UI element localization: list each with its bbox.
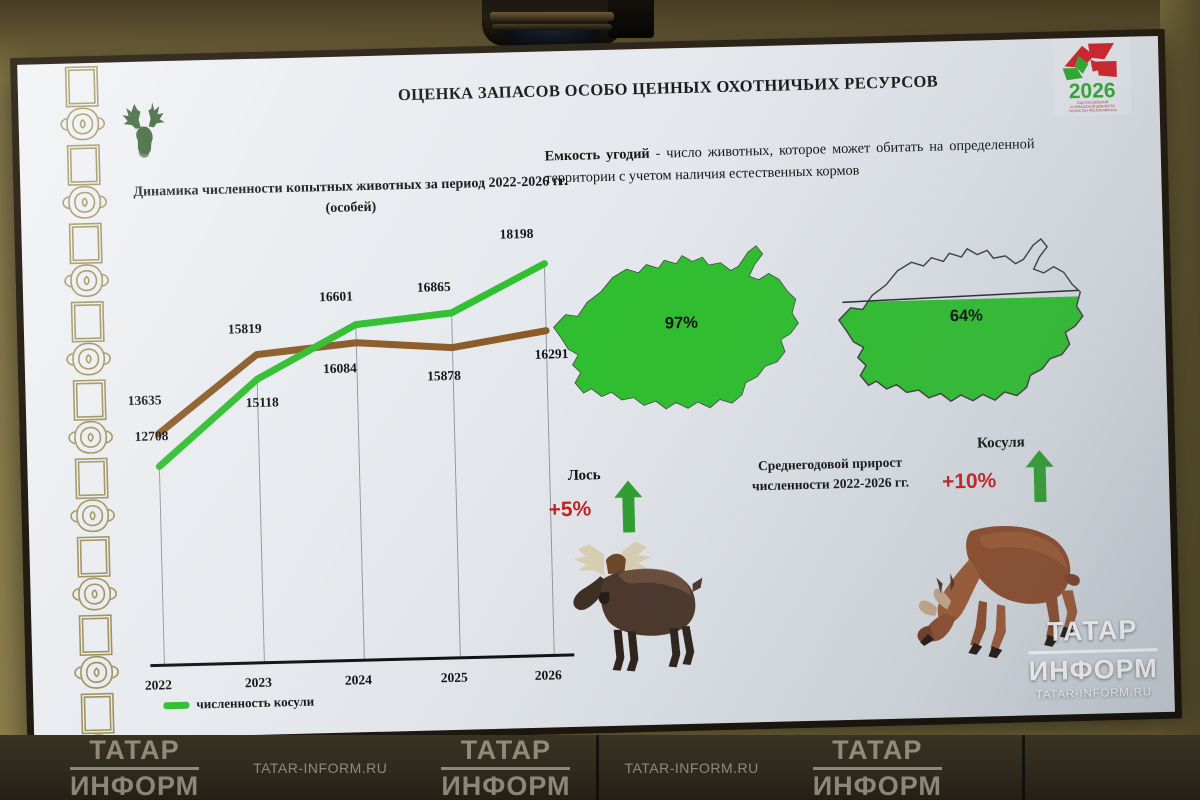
- backdrop-logo-line1: ТАТАР: [89, 735, 180, 765]
- up-arrow-icon-roe: [1025, 450, 1054, 503]
- backdrop-logo-line2: ИНФОРМ: [70, 770, 200, 800]
- svg-text:И ЧУВАШСКОЙ ДОБЛЕСТИ: И ЧУВАШСКОЙ ДОБЛЕСТИ: [1070, 104, 1115, 109]
- svg-text:ТАТАРСТАН РЕСПУБЛИКАСЫ: ТАТАРСТАН РЕСПУБЛИКАСЫ: [1068, 108, 1116, 113]
- growth-label-roe: Косуля: [976, 434, 1026, 452]
- map-moose-capacity: 97%: [542, 235, 822, 432]
- backdrop-url: TATAR-INFORM.RU: [624, 760, 759, 776]
- chart-data-label: 15118: [245, 394, 280, 411]
- tatar-ornament-border: [60, 65, 122, 740]
- growth-label-moose: Лось: [567, 467, 601, 485]
- stag-head-logo-icon: [122, 102, 165, 158]
- chart-x-tick: 2022: [144, 677, 173, 693]
- legend-swatch-roe: [163, 701, 190, 709]
- backdrop-url: TATAR-INFORM.RU: [253, 760, 388, 776]
- backdrop-logo: ТАТАР ИНФОРМ: [70, 735, 200, 800]
- up-arrow-icon-moose: [614, 480, 643, 533]
- chart-data-label: 18198: [499, 225, 534, 242]
- display-screen-bezel: ОЦЕНКА ЗАПАСОВ ОСОБО ЦЕННЫХ ОХОТНИЧЬИХ Р…: [10, 28, 1183, 748]
- logo-2026: 2026 ГОД РОССИЙСКОЙ И ЧУВАШСКОЙ ДОБЛЕСТИ…: [1051, 36, 1132, 117]
- legend-label-roe: численность косули: [196, 693, 315, 712]
- tatar-inform-watermark: ТАТАР ИНФОРМ TATAR-INFORM.RU: [1027, 615, 1158, 701]
- chart-data-label: 16084: [322, 360, 357, 377]
- chart-data-label: 12708: [134, 428, 169, 445]
- backdrop-logo: ТАТАР ИНФОРМ: [812, 735, 942, 800]
- backdrop-logo-line2: ИНФОРМ: [812, 770, 942, 800]
- ungulates-population-chart: Динамика численности копытных животных з…: [128, 171, 584, 741]
- chart-data-label: 13635: [127, 391, 162, 408]
- growth-value-moose: +5%: [548, 497, 592, 522]
- chart-x-tick: 2024: [344, 672, 373, 688]
- roe-deer-photo: [917, 525, 1080, 659]
- chart-data-label: 16865: [416, 278, 451, 295]
- slide-title: ОЦЕНКА ЗАПАСОВ ОСОБО ЦЕННЫХ ОХОТНИЧЬИХ Р…: [397, 71, 939, 105]
- chart-legend: численность косули численность лося: [163, 694, 316, 741]
- watermark-url: TATAR-INFORM.RU: [1035, 686, 1153, 702]
- chart-data-label: 16601: [318, 288, 354, 305]
- chart-title: Динамика численности копытных животных з…: [133, 173, 568, 217]
- backdrop-logo-line2: ИНФОРМ: [441, 770, 571, 800]
- svg-text:2026: 2026: [1069, 79, 1116, 103]
- backdrop-logo: ТАТАР ИНФОРМ: [441, 735, 571, 800]
- chart-data-label: 15878: [426, 367, 462, 384]
- chart-data-label: 15819: [227, 320, 262, 337]
- capacity-definition: Емкость угодий - число животных, которое…: [544, 134, 1035, 190]
- annual-growth-section: Среднегодовой прирост численности 2022-2…: [547, 432, 1118, 696]
- ceiling-camera: [482, 0, 654, 48]
- watermark-line1: ТАТАР: [1046, 614, 1138, 648]
- svg-text:ГОД РОССИЙСКОЙ: ГОД РОССИЙСКОЙ: [1077, 100, 1109, 105]
- backdrop-logo-line1: ТАТАР: [460, 735, 552, 765]
- legend-item-roe: численность косули: [163, 694, 314, 714]
- chart-x-tick: 2025: [440, 669, 469, 686]
- presentation-slide: ОЦЕНКА ЗАПАСОВ ОСОБО ЦЕННЫХ ОХОТНИЧЬИХ Р…: [17, 35, 1175, 741]
- press-backdrop: ТАТАР ИНФОРМ TATAR-INFORM.RU ТАТАР ИНФОР…: [0, 735, 1200, 800]
- chart-plot-area: 12708 15118 16601 16865 18198 13635 15819 16084…: [128, 226, 584, 712]
- map-roe-capacity: 64%: [827, 227, 1107, 424]
- capacity-maps: 97% 64%: [542, 227, 1107, 431]
- definition-term: Емкость угодий: [544, 145, 650, 165]
- moose-photo: [573, 541, 703, 672]
- wall-lower: [0, 735, 1200, 800]
- growth-caption: Среднегодовой прирост численности 2022-2…: [751, 454, 910, 494]
- growth-value-roe: +10%: [941, 469, 997, 494]
- backdrop-logo-line1: ТАТАР: [832, 735, 923, 765]
- watermark-line2: ИНФОРМ: [1028, 652, 1159, 687]
- chart-x-tick: 2023: [244, 674, 273, 691]
